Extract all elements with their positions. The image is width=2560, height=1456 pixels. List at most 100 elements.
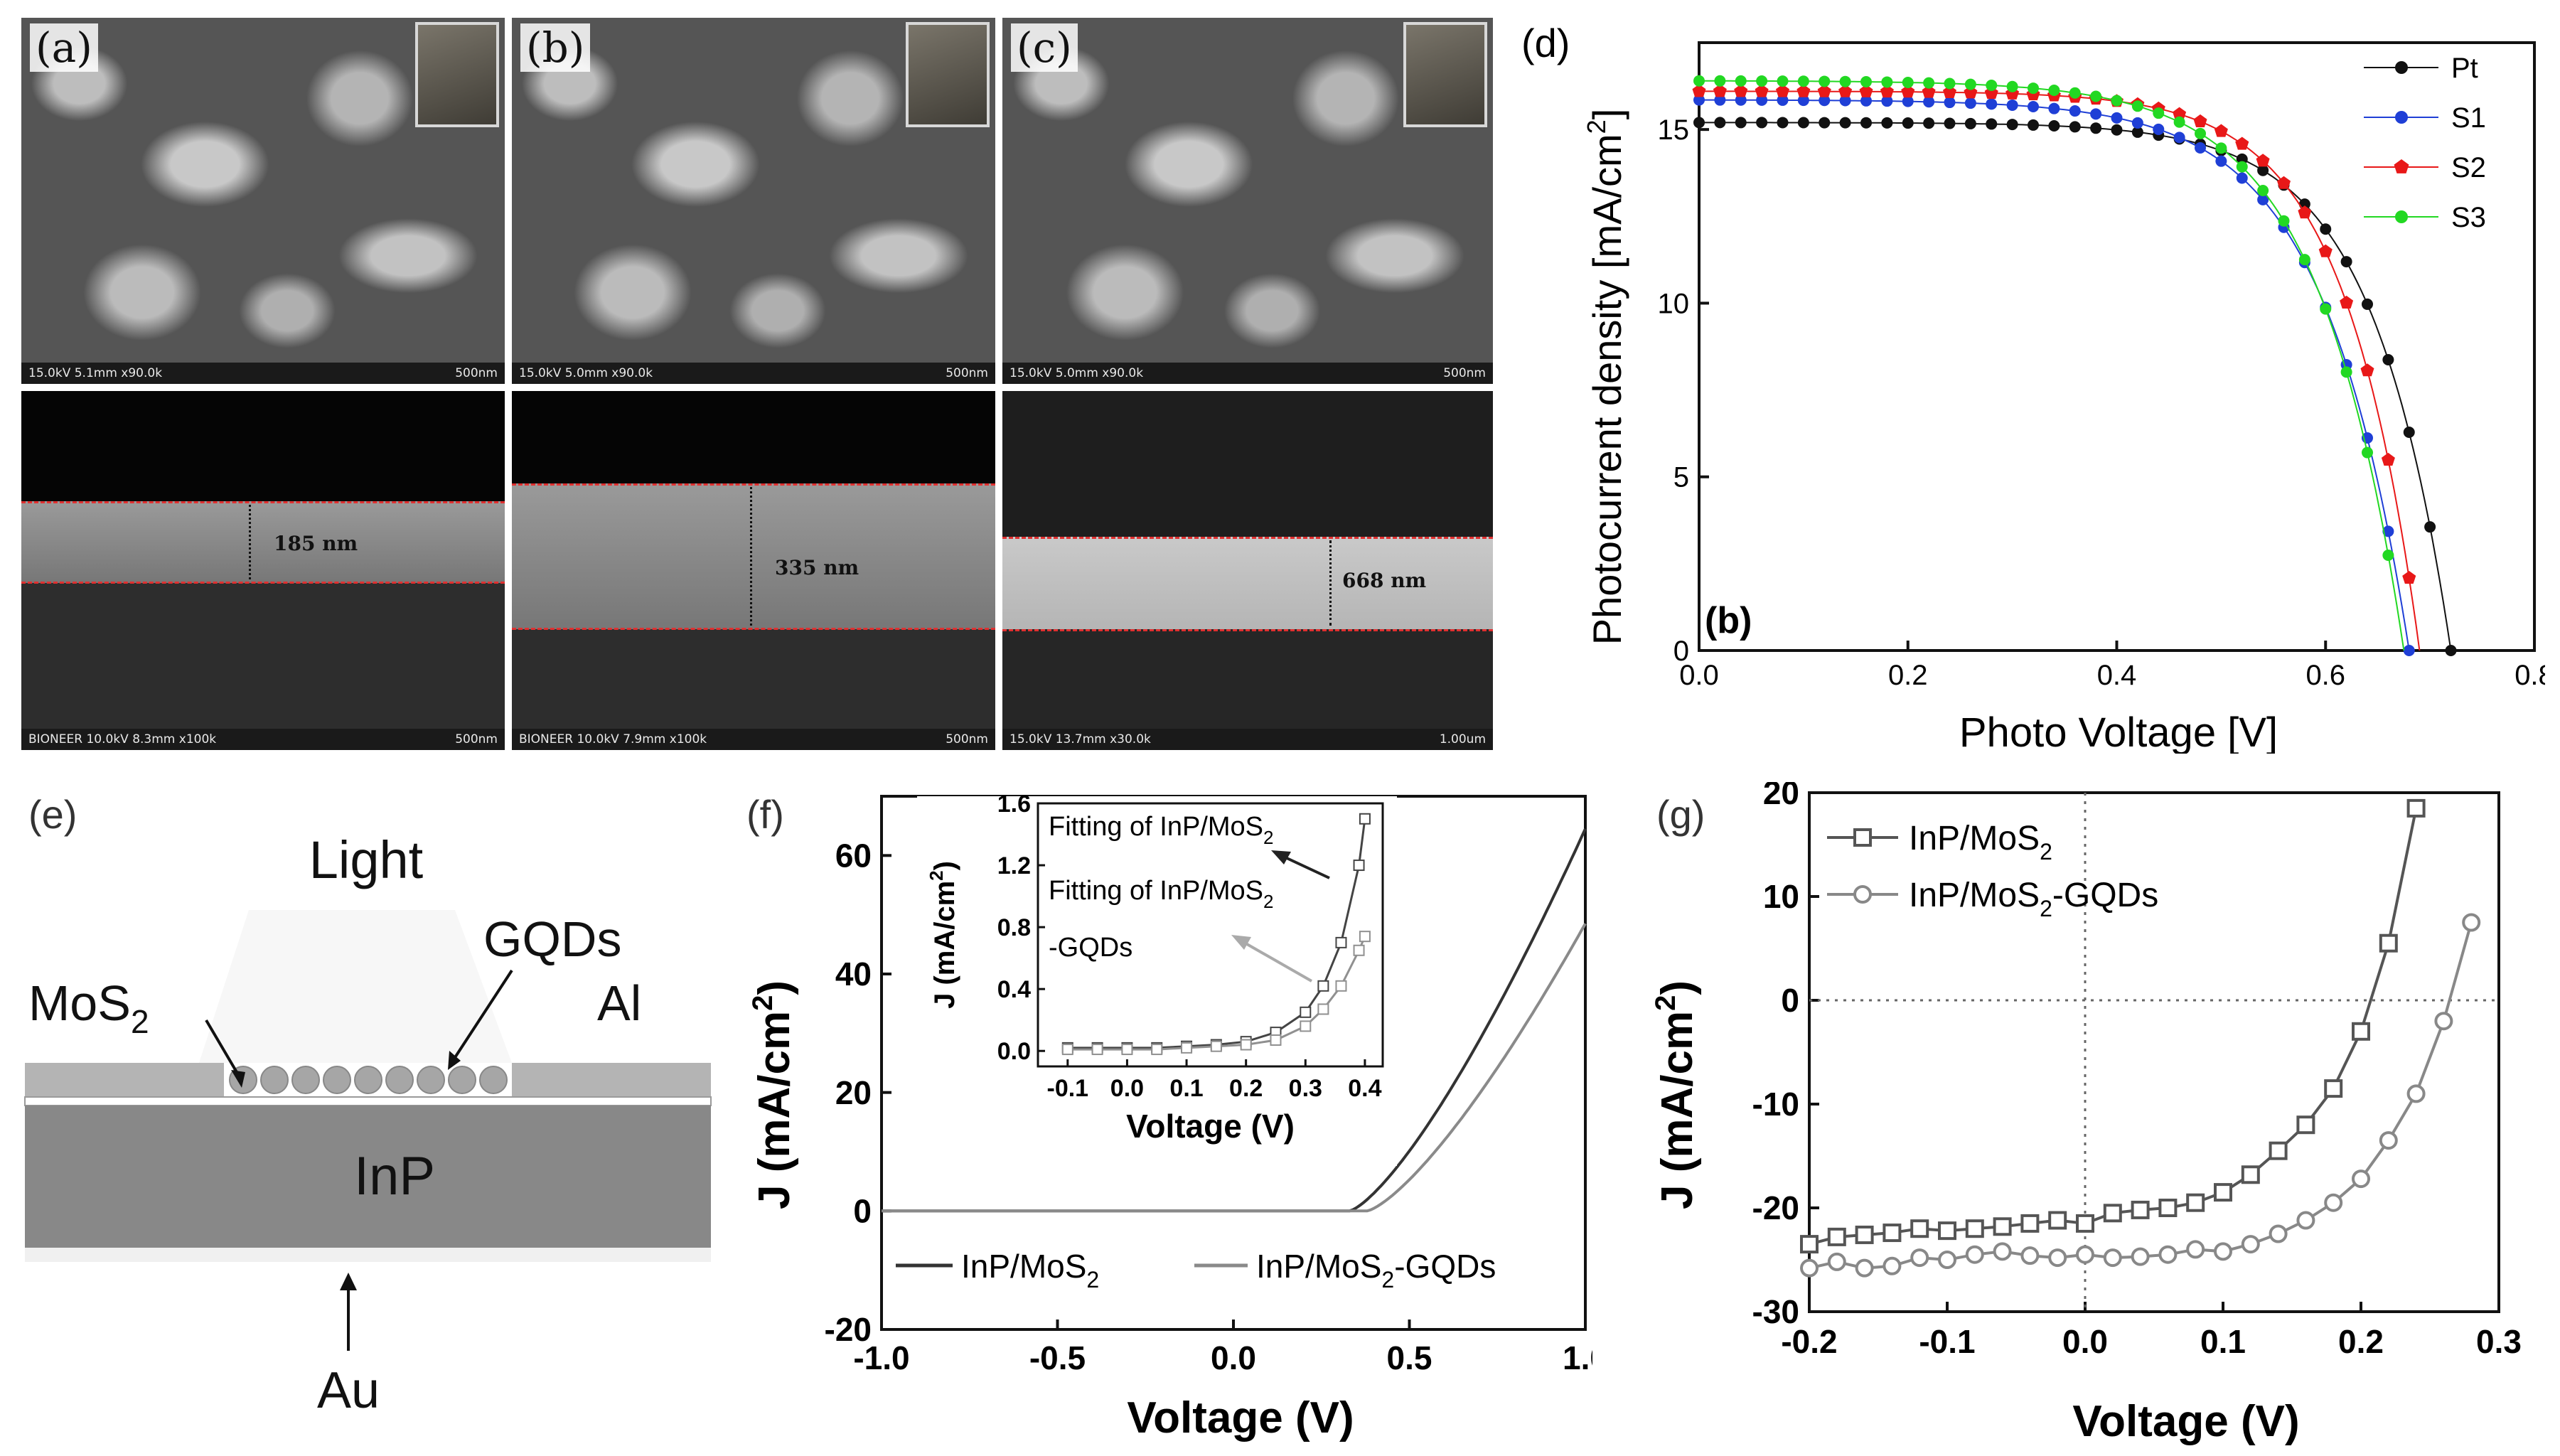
y-tick-label: 0.8: [997, 914, 1031, 941]
data-point-Pt: [1986, 118, 1998, 130]
data-point-circle: [1910, 1248, 1929, 1268]
data-point-S2: [2193, 114, 2207, 127]
thickness-arrow: [249, 505, 251, 579]
scale-text: 500nm: [946, 732, 988, 746]
data-point-circle: [2296, 1211, 2315, 1230]
data-point-Pt: [1964, 117, 1976, 129]
data-point-S3: [2069, 87, 2081, 99]
x-tick-label: 0.2: [1229, 1075, 1263, 1102]
inset-background: [917, 796, 1397, 1166]
data-point-S1: [1902, 95, 1914, 107]
gqds-pointer-arrow: [450, 969, 513, 1064]
data-point-Pt: [1756, 117, 1768, 129]
x-tick-label: 0.0: [1211, 1339, 1256, 1376]
data-point-square: [2379, 933, 2398, 953]
data-point-S1: [2006, 99, 2018, 111]
x-tick-label: 0.6: [2305, 660, 2345, 691]
data-point-square: [2103, 1204, 2122, 1223]
data-point-S3: [1923, 77, 1935, 89]
film-bottom-line: [512, 628, 995, 630]
x-tick-label: -0.2: [1781, 1323, 1837, 1360]
data-point-S1: [2111, 112, 2123, 124]
sem-info-bar: 15.0kV 13.7mm x30.0k 1.00um: [1002, 729, 1493, 750]
legend-label: S3: [2451, 202, 2486, 233]
data-point-S3: [1735, 75, 1747, 87]
film-bottom-line: [1002, 629, 1493, 631]
data-point-S3: [2278, 215, 2290, 227]
y-tick-label: 5: [1673, 462, 1689, 493]
inset-data-point: [1061, 1044, 1073, 1056]
data-point-Pt: [2257, 164, 2269, 176]
mos2-label-sub: 2: [131, 1003, 149, 1040]
data-point-Pt: [1777, 117, 1789, 129]
mos2-thin-layer: [24, 1096, 712, 1106]
arrowhead-icon: [1271, 850, 1291, 864]
chart-d-jv-curves: (d) 0.0 0.2 0.4 0.6 0.8 0 5 10 15 (b) Pt S1 S2 S3 P…: [1521, 21, 2545, 754]
data-point-circle: [2048, 1248, 2067, 1268]
gqd-dot: [260, 1066, 289, 1094]
inset-annotation-3: -GQDs: [1049, 933, 1132, 963]
data-point-S1: [2153, 123, 2165, 135]
y-tick-label: 10: [1763, 878, 1799, 915]
data-point-Pt: [1944, 117, 1956, 129]
data-point-circle: [1827, 1252, 1846, 1271]
sample-photo-thumbnail: [906, 22, 990, 127]
y-axis-label-sup: 2: [1582, 119, 1611, 134]
series-line-S3: [1698, 80, 2405, 651]
gqd-dot: [385, 1066, 414, 1094]
y-tick-label: 0.4: [997, 976, 1031, 1003]
data-point-S3: [2257, 185, 2269, 197]
x-tick-label: 0.4: [1348, 1075, 1381, 1102]
sem-info-bar: BIONEER 10.0kV 7.9mm x100k 500nm: [512, 729, 995, 750]
x-tick-label: 0.8: [2515, 660, 2545, 691]
data-point-square: [1938, 1221, 1956, 1241]
data-point-circle: [2186, 1240, 2205, 1259]
data-point-S3: [2320, 303, 2332, 315]
series-line-S2: [1699, 90, 2421, 651]
legend-marker: [2394, 159, 2409, 173]
data-point-S1: [2382, 525, 2394, 537]
data-point-S1: [1881, 95, 1893, 107]
sem-info-bar: BIONEER 10.0kV 8.3mm x100k 500nm: [21, 729, 505, 750]
data-point-S3: [2131, 100, 2143, 112]
legend-marker: [1853, 885, 1872, 904]
inset-data-point: [1335, 936, 1347, 948]
data-point-S2: [1713, 84, 1727, 97]
data-point-Pt: [2403, 427, 2415, 439]
mos2-pointer-arrow: [205, 1019, 243, 1082]
legend: InP/MoS2 InP/MoS2-GQDs: [1827, 820, 2158, 921]
data-point-square: [2131, 1200, 2150, 1219]
sem-top-image-b: (b) 15.0kV 5.0mm x90.0k 500nm: [512, 18, 995, 384]
y-axis-label-sup: 2: [747, 995, 778, 1011]
data-point-Pt: [2131, 126, 2143, 138]
data-point-S2: [2256, 154, 2270, 167]
inset-data-point: [1300, 1020, 1312, 1032]
legend-marker: [2395, 61, 2408, 74]
x-tick-label: 0.2: [2338, 1323, 2384, 1360]
inset-data-point: [1359, 813, 1371, 825]
x-tick-label: 0.5: [1387, 1339, 1432, 1376]
panel-label: (b): [520, 23, 591, 72]
inset-chart: -0.1 0.0 0.1 0.2 0.3 0.4 0.0 0.4 0.8 1.2 1.6 Fittin…: [917, 791, 1397, 1166]
arrowhead-icon: [231, 1070, 245, 1088]
data-point-circle: [1965, 1245, 1984, 1264]
data-point-circle: [1855, 1258, 1874, 1278]
data-point-S3: [1693, 75, 1705, 87]
data-point-circle: [1993, 1242, 2012, 1261]
sem-panel-a: (a) 15.0kV 5.1mm x90.0k 500nm 185 nm BION…: [21, 18, 505, 750]
data-point-Pt: [2028, 119, 2039, 131]
data-point-S1: [2257, 193, 2269, 205]
data-point-circle: [2324, 1193, 2343, 1212]
y-tick-label: -10: [1752, 1086, 1799, 1123]
sem-info-text: 15.0kV 5.0mm x90.0k: [519, 366, 653, 380]
y-tick-label: 1.6: [997, 791, 1031, 818]
sample-photo-thumbnail: [1403, 22, 1487, 127]
x-tick-label: -0.1: [1919, 1323, 1975, 1360]
au-back-contact: [25, 1248, 711, 1262]
au-label: Au: [317, 1362, 380, 1419]
legend: Pt S1 S2 S3: [2364, 53, 2486, 233]
y-tick-label: 0: [853, 1192, 872, 1229]
annotation-arrow-2: [1236, 937, 1312, 983]
data-point-S3: [1756, 75, 1768, 87]
data-point-S2: [1901, 85, 1915, 98]
